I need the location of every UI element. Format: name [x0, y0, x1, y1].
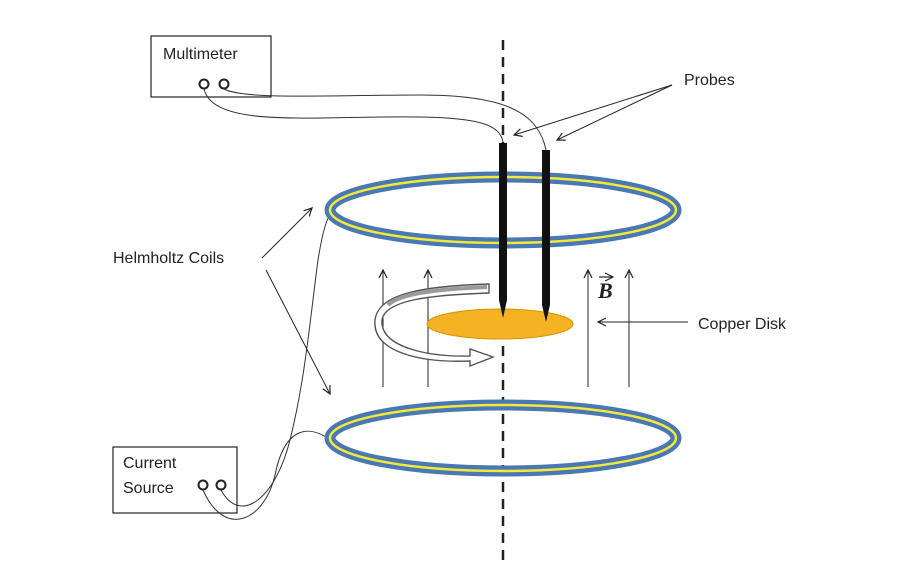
coil-wires	[202, 214, 331, 520]
bottom-helmholtz-coil	[324, 399, 682, 477]
helmholtz-coils-label: Helmholtz Coils	[113, 250, 224, 267]
probes-label: Probes	[684, 72, 735, 89]
multimeter-box: Multimeter	[150, 35, 272, 98]
field-symbol: B	[597, 277, 613, 303]
probes-pointers	[514, 84, 673, 140]
probe-1	[499, 143, 507, 318]
field-symbol-label: B	[597, 278, 613, 303]
multimeter-terminal-2	[218, 78, 230, 90]
current-source-label-line1: Current	[123, 455, 177, 472]
source-terminal-1	[197, 479, 209, 491]
current-source-label-line2: Source	[123, 480, 174, 497]
current-source-box: Current Source	[112, 446, 238, 514]
copper-disk-label: Copper Disk	[698, 316, 787, 333]
rotation-arrow	[374, 283, 496, 368]
probe-wires	[203, 88, 547, 151]
coil-pointers	[261, 208, 330, 394]
copper-disk	[426, 308, 574, 340]
source-terminal-2	[215, 479, 227, 491]
probe-2	[542, 150, 550, 322]
multimeter-label: Multimeter	[163, 46, 238, 63]
multimeter-terminal-1	[198, 78, 210, 90]
